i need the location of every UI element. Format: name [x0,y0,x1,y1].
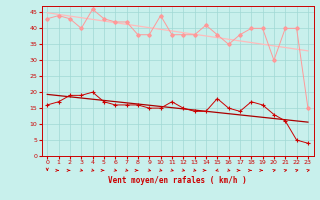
X-axis label: Vent moyen/en rafales ( km/h ): Vent moyen/en rafales ( km/h ) [108,176,247,185]
